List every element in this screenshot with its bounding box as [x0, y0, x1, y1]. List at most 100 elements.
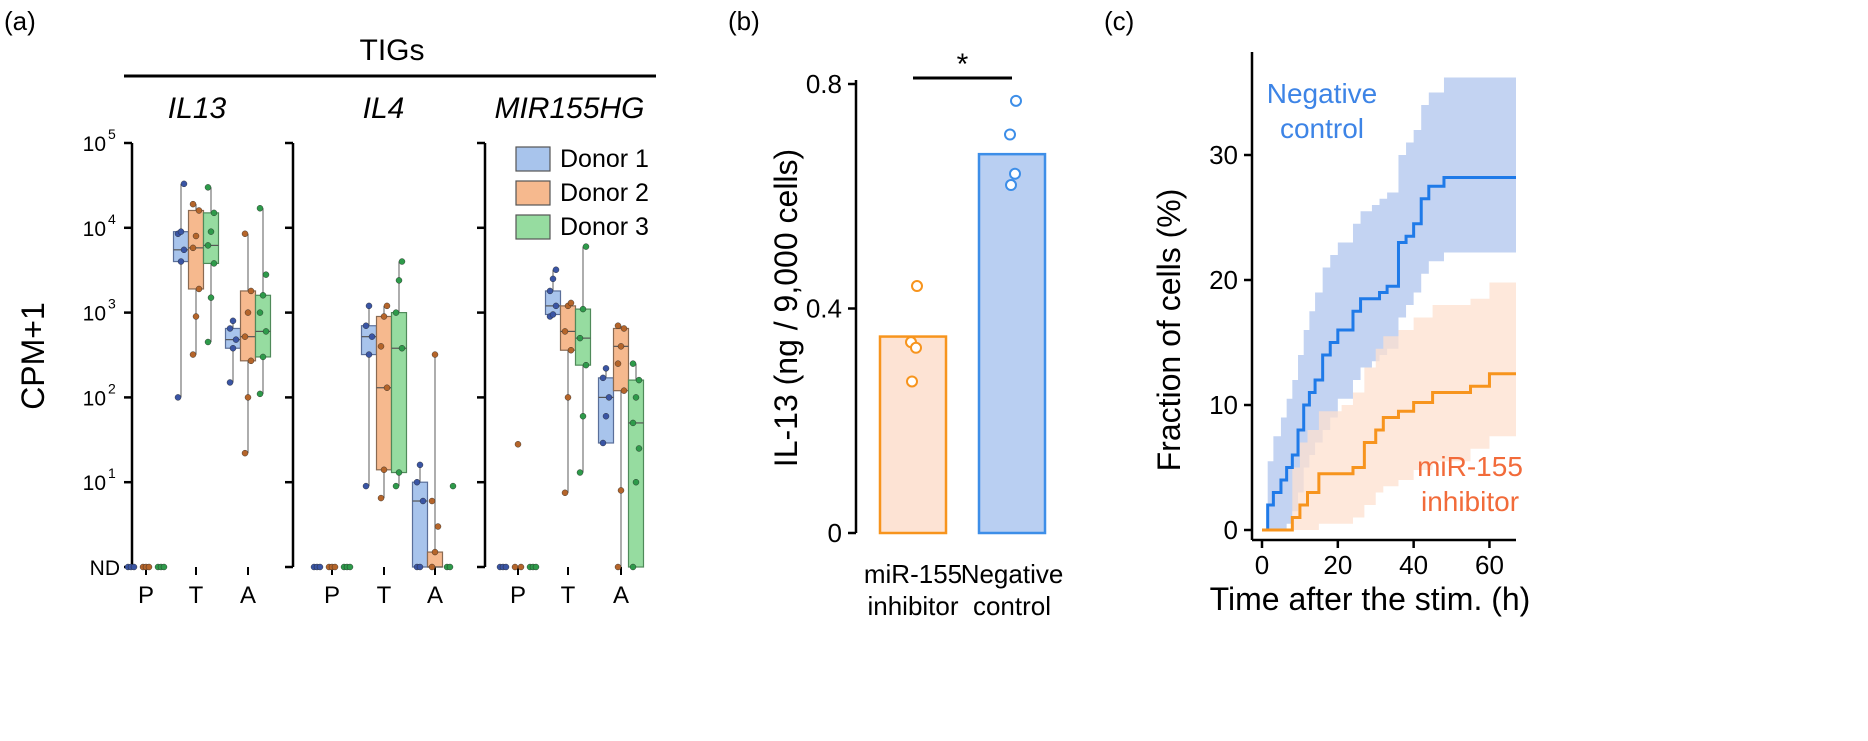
data-point	[316, 563, 324, 571]
series-line	[1262, 372, 1516, 532]
data-point	[428, 563, 436, 571]
data-point	[177, 258, 185, 265]
data-point	[617, 487, 625, 494]
data-point	[567, 299, 575, 307]
data-point	[229, 317, 237, 325]
data-point	[614, 360, 622, 367]
panel-label-b: (b)	[728, 6, 760, 36]
data-point	[602, 413, 610, 420]
box	[254, 294, 272, 358]
data-point	[549, 275, 557, 283]
x-tick-label: A	[613, 582, 629, 609]
data-point	[180, 246, 188, 254]
gene-subplot-il13: IL13 P T A	[124, 92, 272, 609]
box	[544, 290, 562, 316]
data-point	[195, 207, 203, 214]
data-point	[256, 309, 264, 316]
data-point	[365, 351, 373, 358]
gene-title: IL13	[168, 92, 227, 125]
data-point	[605, 394, 613, 401]
x-tick-label: control	[973, 591, 1051, 621]
data-point	[210, 209, 218, 217]
data-point	[130, 563, 138, 571]
y-tick-label: 10	[83, 218, 106, 241]
data-point	[241, 449, 249, 457]
box	[411, 481, 429, 568]
y-tick-label: 10	[1209, 390, 1238, 420]
x-tick-label: P	[324, 582, 340, 609]
data-point	[362, 482, 370, 490]
data-point	[579, 413, 587, 420]
data-point	[395, 469, 403, 476]
panel-c-line-chart: Fraction of cells (%) Time after the sti…	[1151, 52, 1530, 617]
line-plot: Negative control miR-155 inhibitor 0 10 20 30 0 2…	[1209, 52, 1523, 580]
data-point	[517, 563, 525, 571]
legend-swatch	[515, 214, 551, 240]
x-tick-label: inhibitor	[867, 591, 958, 621]
data-point	[1010, 94, 1022, 107]
y-tick-label: 10	[83, 133, 106, 156]
data-point	[582, 243, 590, 250]
box	[375, 315, 393, 471]
legend-swatch	[515, 146, 551, 172]
panel-label-a: (a)	[4, 6, 36, 36]
data-point	[564, 394, 572, 401]
data-point	[204, 338, 212, 346]
data-point	[635, 376, 643, 384]
data-point	[346, 563, 354, 571]
x-tick-label: Negative	[961, 559, 1064, 589]
data-point	[428, 497, 436, 505]
data-point	[160, 563, 168, 571]
data-point	[241, 230, 249, 237]
data-point	[413, 479, 421, 486]
y-tick-exponent: 3	[108, 296, 116, 312]
gene-subplot-mir155hg: MIR155HG P T A	[477, 92, 645, 609]
data-point	[368, 333, 376, 340]
data-point	[635, 445, 643, 452]
data-point	[226, 325, 234, 332]
data-point	[579, 305, 587, 313]
data-point	[546, 287, 554, 295]
box	[597, 377, 615, 444]
box	[239, 290, 257, 362]
data-point	[207, 294, 215, 301]
data-point	[362, 322, 370, 329]
data-point	[262, 328, 270, 335]
bar	[878, 335, 948, 535]
y-tick-label: 0	[828, 518, 842, 548]
data-point	[398, 258, 406, 265]
box	[202, 212, 220, 265]
data-point	[244, 309, 252, 316]
data-point	[195, 285, 203, 293]
data-point	[174, 394, 182, 401]
x-tick-label: T	[189, 582, 204, 609]
data-point	[431, 351, 439, 358]
data-point	[226, 379, 234, 386]
data-point	[617, 343, 625, 350]
data-point	[398, 345, 406, 352]
data-point	[145, 563, 153, 571]
data-point	[561, 489, 569, 496]
data-point	[614, 322, 622, 329]
x-tick-label: P	[138, 582, 154, 609]
data-point	[552, 266, 560, 273]
y-tick-exponent: 2	[108, 380, 116, 396]
data-point	[210, 260, 218, 267]
data-point	[180, 180, 188, 188]
data-point	[514, 441, 522, 448]
y-axis-label: Fraction of cells (%)	[1151, 189, 1187, 472]
x-tick-label: A	[427, 582, 443, 609]
gene-subplots: IL13 P T A IL4 P T A MIR155HG P T A	[124, 92, 645, 609]
data-point	[629, 563, 637, 571]
x-tick-label: 60	[1475, 550, 1504, 580]
data-point	[229, 345, 237, 352]
data-point	[599, 374, 607, 382]
series-label: inhibitor	[1421, 486, 1519, 517]
gene-subplot-il4: IL4 P T A	[285, 92, 457, 609]
data-point	[552, 302, 560, 310]
data-point	[511, 563, 519, 571]
data-point	[244, 394, 252, 401]
data-point	[419, 497, 427, 505]
data-point	[256, 205, 264, 212]
